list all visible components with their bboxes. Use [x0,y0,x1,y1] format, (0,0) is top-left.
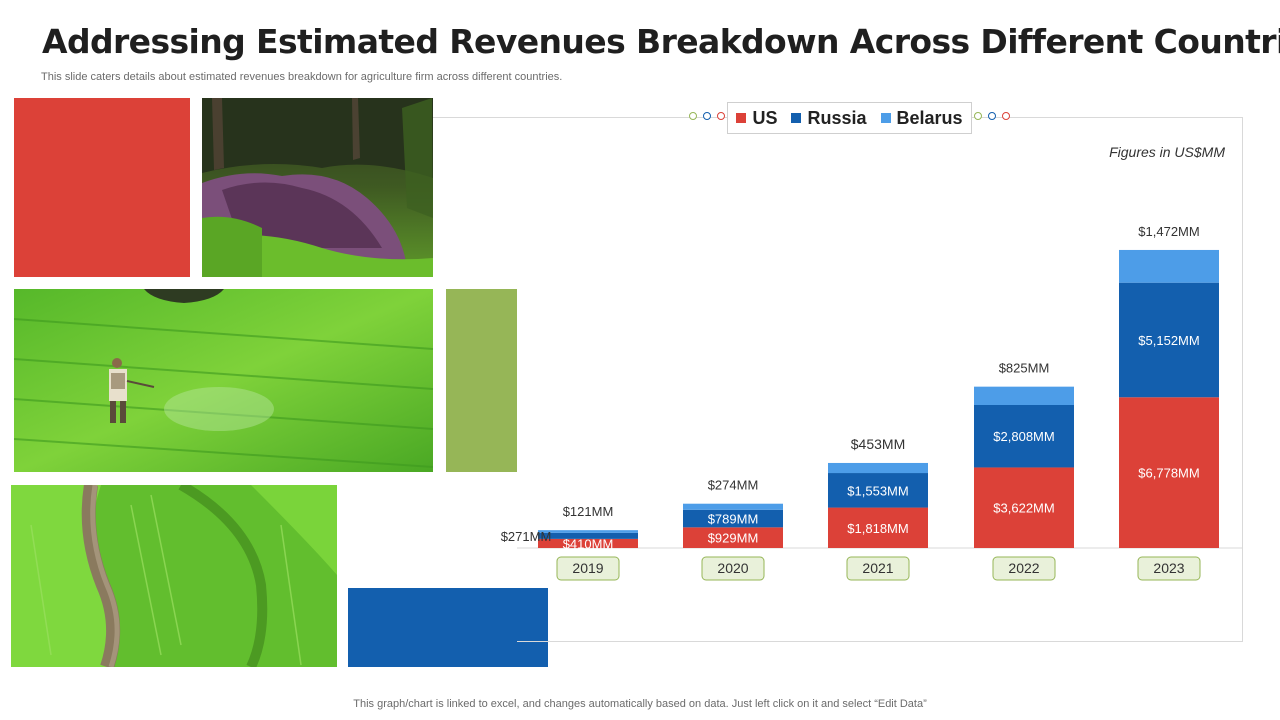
data-label-us-2019: $410MM [563,536,614,551]
bar-segment-belarus-2019 [538,530,638,533]
legend-label-us: US [752,107,778,128]
data-label-us-2023: $6,778MM [1138,466,1199,481]
data-label-russia-2021: $1,553MM [847,483,908,498]
data-label-belarus-2019: $121MM [563,504,614,519]
bar-segment-us-2023 [1119,397,1219,548]
legend-item-us[interactable]: US [736,108,777,129]
year-box-2022 [992,556,1056,581]
bar-segment-russia-2022 [974,405,1074,468]
year-box-2023 [1137,556,1201,581]
russia-swatch-icon [791,113,802,123]
farmer-spraying-photo [14,289,433,472]
bar-segment-us-2022 [974,467,1074,548]
bar-segment-russia-2019 [538,532,638,539]
data-label-russia-2019: $271MM [501,529,552,544]
data-label-belarus-2022: $825MM [999,361,1050,376]
red-dot-icon [717,112,725,120]
page-subtitle: This slide caters details about estimate… [41,71,563,83]
data-label-russia-2023: $5,152MM [1138,333,1199,348]
data-label-belarus-2021: $453MM [851,436,905,452]
legend-label-belarus: Belarus [896,107,963,128]
decorative-red-block [14,98,190,277]
blue-dot-icon [703,112,711,120]
rice-terrace-photo [11,485,337,667]
bar-segment-russia-2023 [1119,282,1219,398]
bar-segment-belarus-2023 [1119,249,1219,283]
bar-segment-russia-2020 [683,509,783,528]
bar-segment-us-2021 [828,507,928,548]
bar-segment-us-2020 [683,527,783,548]
us-swatch-icon [736,113,747,123]
data-label-us-2020: $929MM [708,531,759,546]
decorative-green-block [446,289,517,472]
legend-item-russia[interactable]: Russia [791,107,867,129]
data-label-belarus-2020: $274MM [708,478,759,493]
legend-dots-right [974,112,1010,120]
chart-legend: US Russia Belarus [727,102,972,134]
bar-segment-belarus-2022 [974,386,1074,406]
data-label-belarus-2023: $1,472MM [1138,224,1199,239]
blue-dot-icon [988,112,996,120]
footer-note: This graph/chart is linked to excel, and… [353,698,927,710]
bar-segment-belarus-2020 [683,503,783,510]
x-tick-label-2023: 2023 [1153,560,1184,576]
year-box-2019 [556,556,620,581]
rock-field-photo [202,98,433,277]
page-title: Addressing Estimated Revenues Breakdown … [42,22,1280,61]
x-tick-label-2022: 2022 [1008,560,1039,576]
belarus-swatch-icon [880,113,891,123]
data-label-us-2021: $1,818MM [847,521,908,536]
legend-item-belarus[interactable]: Belarus [880,107,963,129]
bar-segment-belarus-2021 [828,462,928,474]
year-box-2021 [846,556,910,581]
green-dot-icon [689,112,697,120]
decorative-blue-block [348,588,548,667]
chart-frame [517,117,1243,642]
legend-dots-left [689,112,725,120]
bar-segment-russia-2021 [828,473,928,508]
year-box-2020 [701,556,765,581]
figures-unit-note: Figures in US$MM [1109,144,1225,160]
x-tick-label-2021: 2021 [862,560,893,576]
legend-label-russia: Russia [807,107,867,128]
bar-segment-us-2019 [538,538,638,548]
x-tick-label-2020: 2020 [717,560,748,576]
red-dot-icon [1002,112,1010,120]
data-label-russia-2020: $789MM [708,512,759,527]
data-label-us-2022: $3,622MM [993,501,1054,516]
x-tick-label-2019: 2019 [572,560,603,576]
green-dot-icon [974,112,982,120]
data-label-russia-2022: $2,808MM [993,429,1054,444]
